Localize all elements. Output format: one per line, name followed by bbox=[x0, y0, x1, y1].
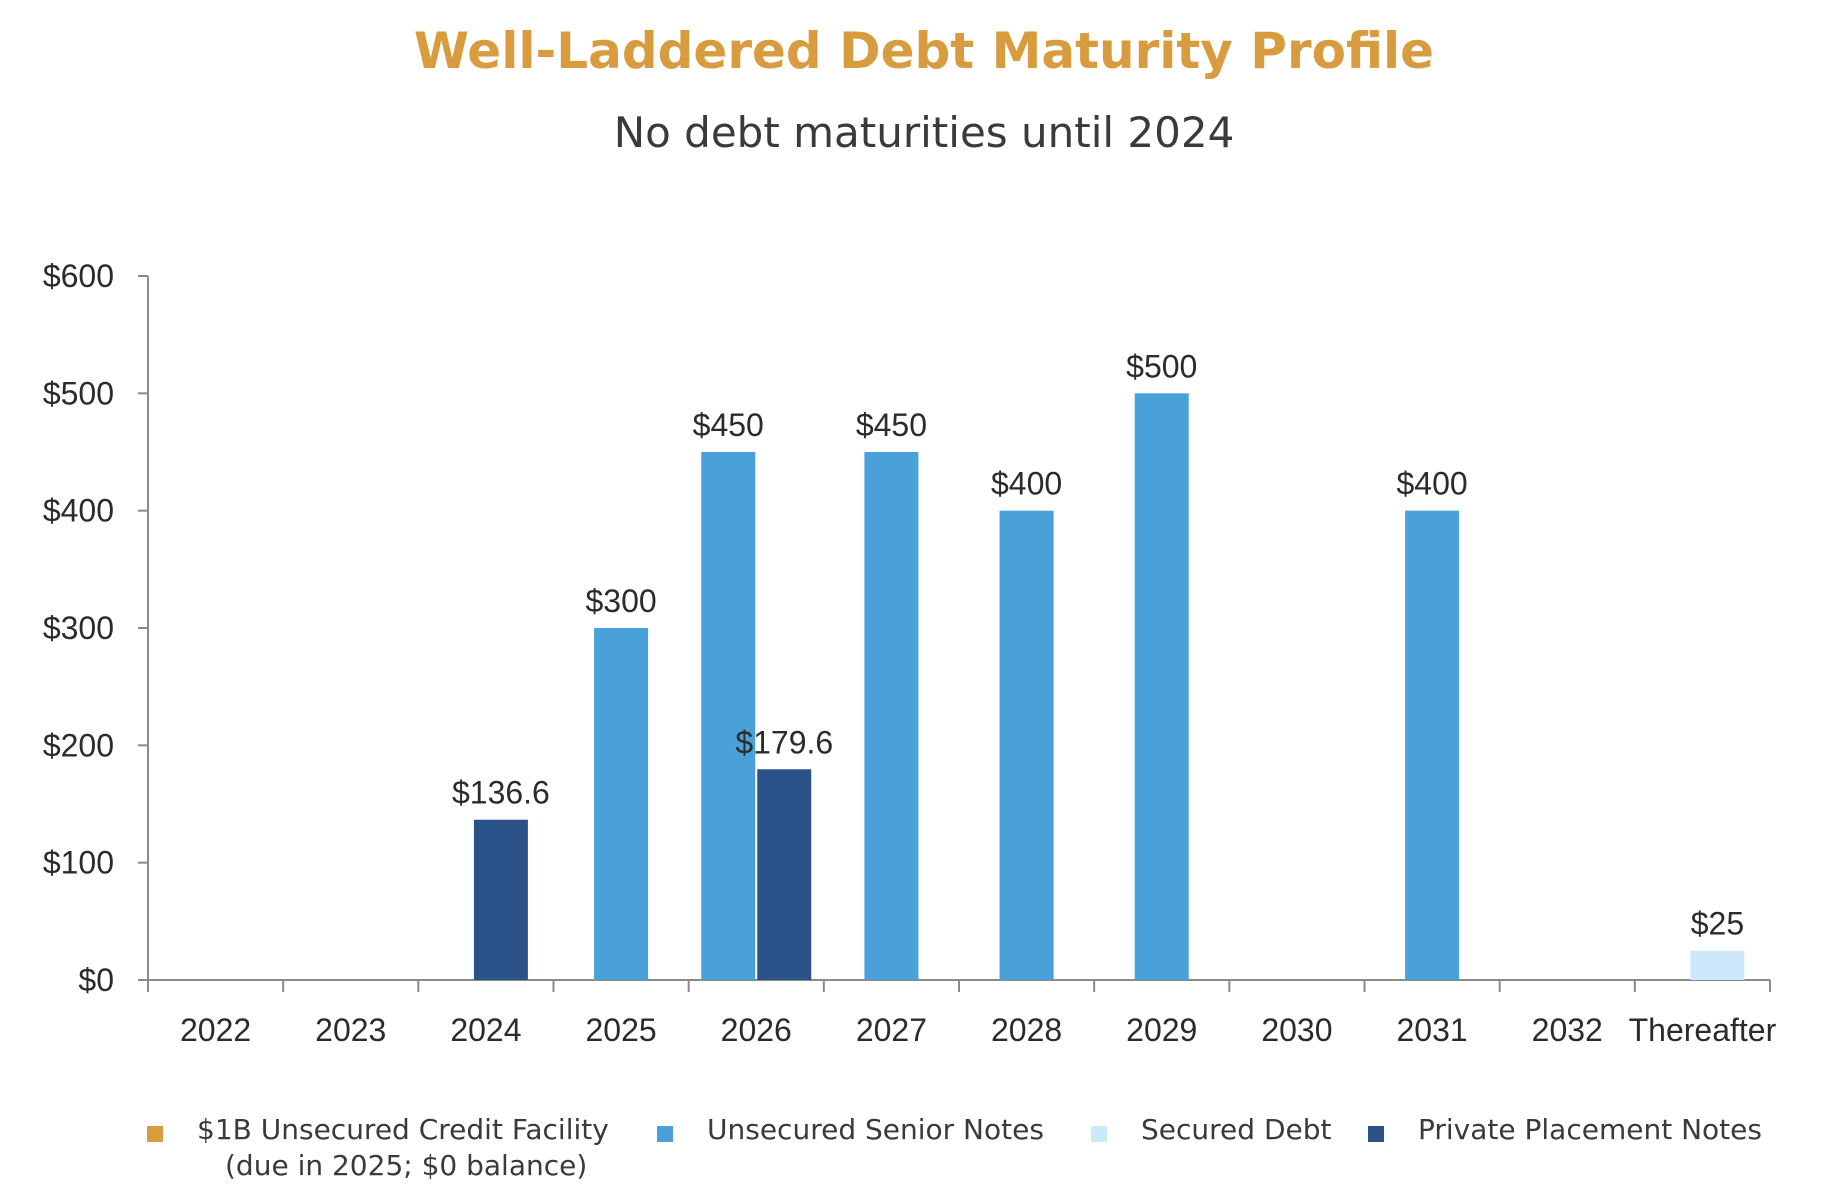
x-tick-label: 2031 bbox=[1396, 1012, 1467, 1048]
bar-unsecured-senior-notes-2031 bbox=[1405, 510, 1460, 980]
bar-unsecured-senior-notes-2027 bbox=[864, 452, 919, 980]
bar-unsecured-senior-notes-2029 bbox=[1134, 393, 1189, 980]
y-tick-label: $500 bbox=[43, 375, 114, 411]
y-tick-label: $200 bbox=[43, 727, 114, 763]
data-label: $179.6 bbox=[735, 724, 833, 760]
data-label: $300 bbox=[585, 583, 656, 619]
y-tick-label: $600 bbox=[43, 258, 114, 294]
legend-label-credit-facility: $1B Unsecured Credit Facility (due in 20… bbox=[197, 1113, 609, 1182]
x-tick-label: 2025 bbox=[585, 1012, 656, 1048]
legend-swatch-credit-facility bbox=[147, 1126, 163, 1142]
bar-unsecured-senior-notes-2025 bbox=[594, 628, 649, 980]
bar-unsecured-senior-notes-2028 bbox=[999, 510, 1054, 980]
legend-label-secured-debt: Secured Debt bbox=[1141, 1113, 1332, 1146]
x-tick-label: 2032 bbox=[1532, 1012, 1603, 1048]
bar-unsecured-senior-notes-2026 bbox=[701, 452, 756, 980]
axes: $0 $100 $200 $300 $400 $500 $600 2022 2023 2024 20… bbox=[43, 258, 1777, 1048]
x-tick-label: 2027 bbox=[856, 1012, 927, 1048]
bars bbox=[473, 393, 1745, 980]
x-tick-label: 2024 bbox=[450, 1012, 521, 1048]
bar-secured-debt-thereafter bbox=[1690, 950, 1745, 980]
data-labels: $136.6 $300 $450 $179.6 $450 $400 $500 $400 $25 bbox=[452, 348, 1744, 941]
bar-private-placement-notes-2024 bbox=[473, 819, 528, 980]
data-label: $25 bbox=[1691, 906, 1744, 942]
bar-private-placement-notes-2026 bbox=[757, 769, 812, 980]
y-tick-label: $400 bbox=[43, 493, 114, 529]
legend-swatch-private-placement bbox=[1368, 1126, 1384, 1142]
data-label: $400 bbox=[1396, 466, 1467, 502]
data-label: $450 bbox=[856, 407, 927, 443]
y-tick-label: $300 bbox=[43, 610, 114, 646]
data-label: $500 bbox=[1126, 348, 1197, 384]
data-label: $400 bbox=[991, 466, 1062, 502]
x-tick-label: 2030 bbox=[1261, 1012, 1332, 1048]
x-tick-label: 2029 bbox=[1126, 1012, 1197, 1048]
legend-label-private-placement: Private Placement Notes bbox=[1418, 1113, 1762, 1146]
legend-label-senior-notes: Unsecured Senior Notes bbox=[707, 1113, 1044, 1146]
y-tick-label: $100 bbox=[43, 845, 114, 881]
legend-swatch-senior-notes bbox=[657, 1126, 673, 1142]
chart-title: Well-Laddered Debt Maturity Profile bbox=[413, 22, 1435, 80]
data-label: $136.6 bbox=[452, 775, 550, 811]
y-tick-label: $0 bbox=[78, 962, 114, 998]
x-tick-label: 2026 bbox=[721, 1012, 792, 1048]
data-label: $450 bbox=[693, 407, 764, 443]
x-tick-label: 2023 bbox=[315, 1012, 386, 1048]
x-tick-label: Thereafter bbox=[1629, 1012, 1777, 1048]
legend-swatch-secured-debt bbox=[1091, 1126, 1107, 1142]
x-tick-label: 2028 bbox=[991, 1012, 1062, 1048]
x-tick-label: 2022 bbox=[180, 1012, 251, 1048]
chart-subtitle: No debt maturities until 2024 bbox=[613, 108, 1235, 157]
